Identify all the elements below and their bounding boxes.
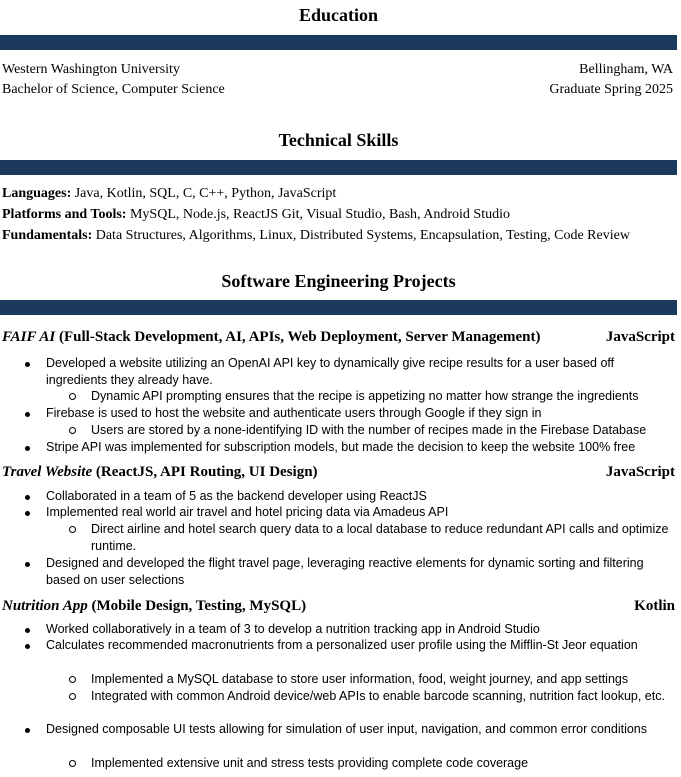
project-language: JavaScript <box>605 329 675 345</box>
list-item: Collaborated in a team of 5 as the backe… <box>25 488 676 505</box>
platforms-label: Platforms and Tools: <box>2 207 127 222</box>
project-tags: (Full-Stack Development, AI, APIs, Web D… <box>59 329 541 345</box>
platforms-list: MySQL, Node.js, ReactJS Git, Visual Stud… <box>129 207 510 222</box>
project-title-faif: FAIF AI (Full-Stack Development, AI, API… <box>2 328 675 346</box>
skills-heading: Technical Skills <box>278 130 399 150</box>
list-item: Users are stored by a none-identifying I… <box>69 422 676 439</box>
project-language: Kotlin <box>634 598 675 614</box>
projects-divider <box>0 300 677 315</box>
school-name: Western Washington University <box>2 62 180 77</box>
list-item: Calculates recommended macronutrients fr… <box>25 637 676 654</box>
projects-heading: Software Engineering Projects <box>221 271 456 291</box>
list-item: Dynamic API prompting ensures that the r… <box>69 388 676 405</box>
fundamentals-label: Fundamentals: <box>2 228 93 243</box>
list-item: Stripe API was implemented for subscript… <box>25 439 676 456</box>
list-item: Implemented real world air travel and ho… <box>25 504 676 521</box>
fundamentals-line: Fundamentals: Data Structures, Algorithm… <box>2 227 630 245</box>
list-item: Implemented a MySQL database to store us… <box>69 671 676 688</box>
list-item: Firebase is used to host the website and… <box>25 405 676 422</box>
languages-label: Languages: <box>2 186 72 201</box>
languages-line: Languages: Java, Kotlin, SQL, C, C++, Py… <box>2 185 336 203</box>
school-location: Bellingham, WA <box>579 62 673 77</box>
education-heading: Education <box>298 5 379 25</box>
list-item: Designed and developed the flight travel… <box>25 555 676 589</box>
skills-divider <box>0 160 677 175</box>
list-item: Designed composable UI tests allowing fo… <box>25 721 676 738</box>
project-tags: (Mobile Design, Testing, MySQL) <box>91 598 307 614</box>
degree: Bachelor of Science, Computer Science <box>2 82 225 97</box>
project-name: FAIF AI <box>2 329 56 345</box>
list-item: Integrated with common Android device/we… <box>69 688 676 705</box>
list-item: Direct airline and hotel search query da… <box>69 521 676 555</box>
project-language: JavaScript <box>605 464 675 480</box>
fundamentals-list: Data Structures, Algorithms, Linux, Dist… <box>95 228 630 243</box>
list-item: Worked collaboratively in a team of 3 to… <box>25 621 676 638</box>
list-item: Developed a website utilizing an OpenAI … <box>25 355 676 389</box>
project-title-nutrition: Nutrition App (Mobile Design, Testing, M… <box>2 597 675 615</box>
project-name: Travel Website <box>2 464 93 480</box>
education-divider <box>0 35 677 50</box>
project-tags: (ReactJS, API Routing, UI Design) <box>95 464 318 480</box>
graduation-date: Graduate Spring 2025 <box>549 82 673 97</box>
project-name: Nutrition App <box>2 598 88 614</box>
platforms-line: Platforms and Tools: MySQL, Node.js, Rea… <box>2 206 510 224</box>
project-title-travel: Travel Website (ReactJS, API Routing, UI… <box>2 463 675 481</box>
list-item: Implemented extensive unit and stress te… <box>69 755 676 772</box>
languages-list: Java, Kotlin, SQL, C, C++, Python, JavaS… <box>74 186 337 201</box>
